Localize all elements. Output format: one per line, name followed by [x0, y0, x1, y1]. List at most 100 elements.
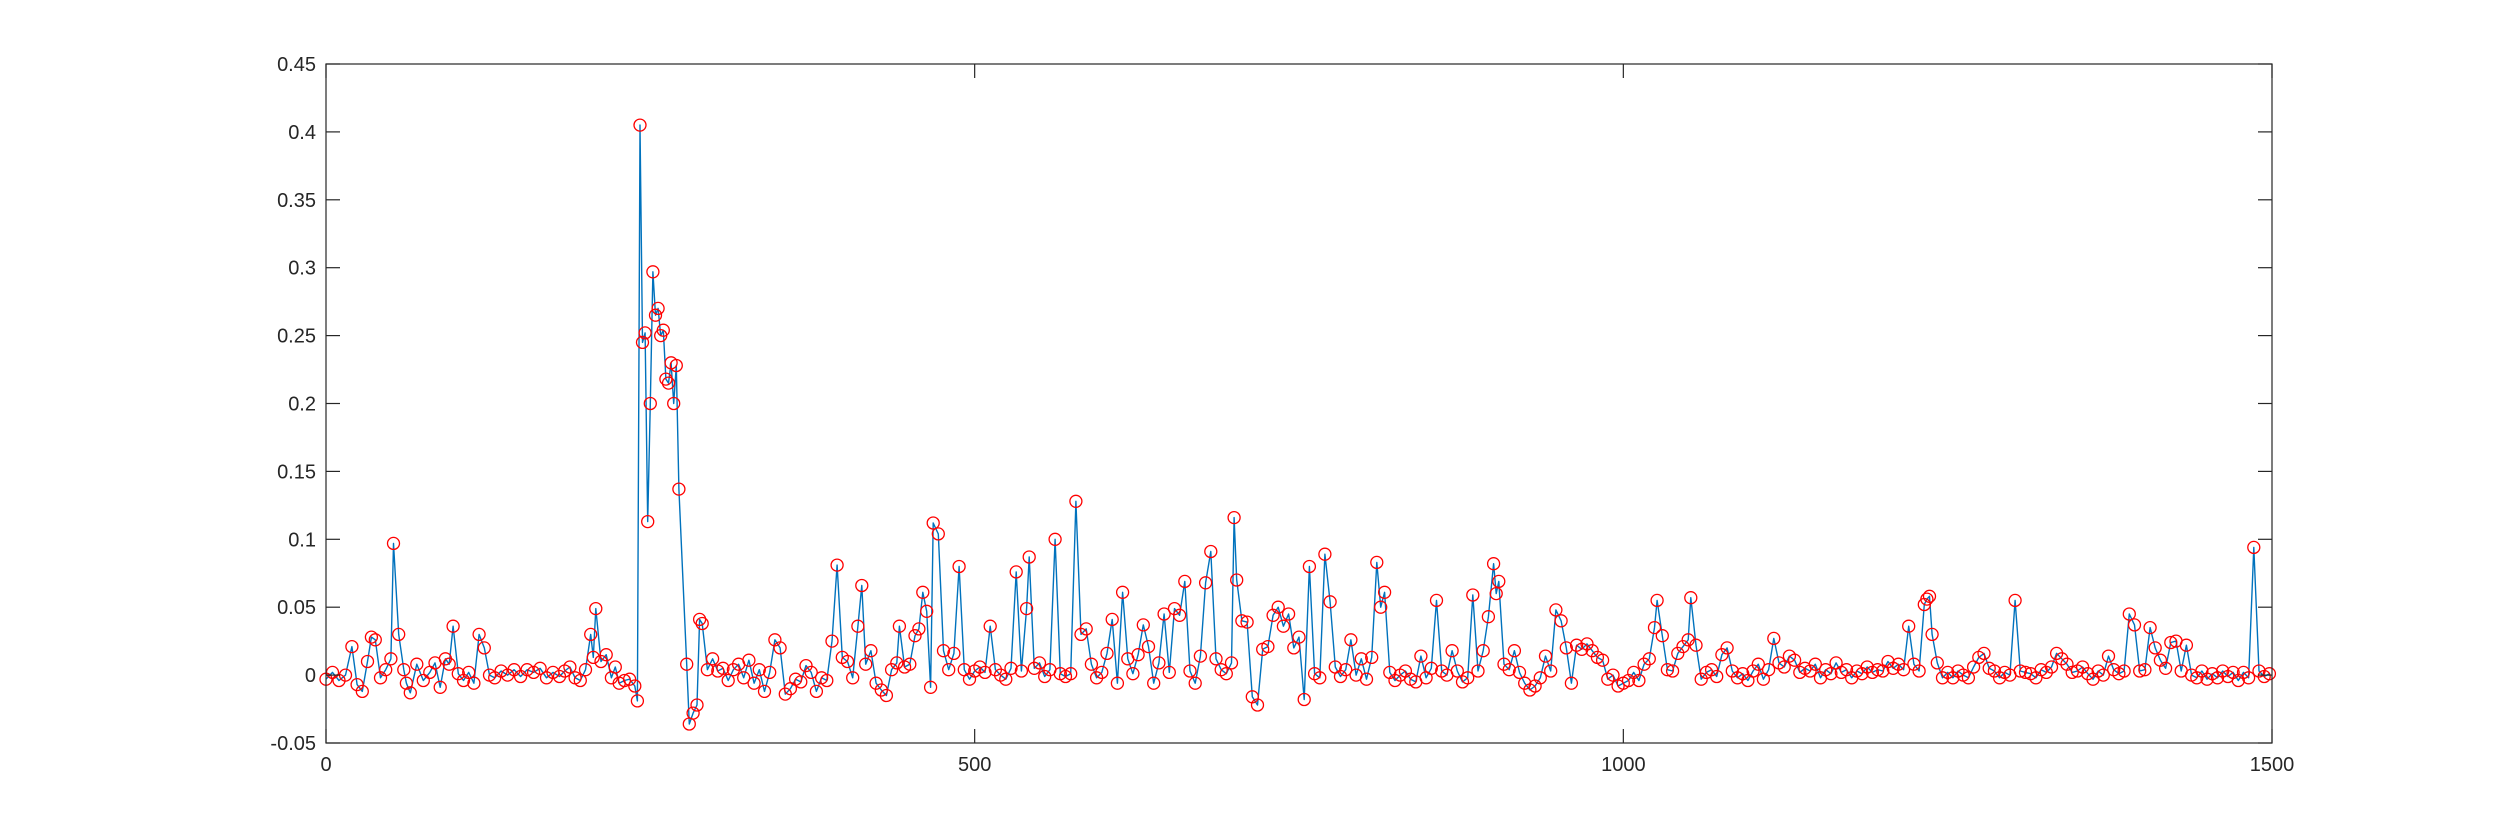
- data-point-marker: [1761, 663, 1776, 677]
- data-point-marker: [442, 657, 456, 671]
- data-point-marker: [1105, 612, 1119, 627]
- data-point-marker: [628, 679, 642, 693]
- data-point-marker: [651, 301, 665, 316]
- data-point-marker: [2013, 664, 2027, 678]
- data-point-marker: [1808, 657, 1822, 671]
- data-point-marker: [622, 672, 637, 686]
- data-point-marker: [1507, 644, 1522, 658]
- data-point-marker: [695, 616, 709, 631]
- data-point-marker: [1084, 657, 1099, 671]
- data-point-marker: [416, 673, 430, 688]
- data-point-marker: [1227, 510, 1241, 525]
- data-point-marker: [892, 619, 907, 633]
- y-tick-label: 0.25: [277, 326, 316, 348]
- data-point-marker: [1585, 644, 1599, 658]
- data-point-marker: [1870, 663, 1885, 677]
- data-point-marker: [2179, 638, 2194, 652]
- data-point-marker: [669, 358, 683, 373]
- data-point-marker: [2044, 660, 2059, 674]
- y-tick-label: 0.4: [288, 122, 316, 144]
- y-tick-label: 0.05: [277, 597, 316, 619]
- data-point-marker: [2117, 664, 2131, 678]
- x-tick-label: 1000: [1601, 754, 1646, 776]
- data-point-marker: [2262, 667, 2277, 681]
- data-point-marker: [1777, 660, 1791, 674]
- data-point-marker: [1710, 669, 1724, 684]
- data-point-marker: [584, 627, 598, 642]
- data-point-marker: [1650, 593, 1664, 608]
- data-point-marker: [1302, 559, 1317, 574]
- data-point-marker: [1281, 607, 1296, 621]
- data-point-marker: [1720, 641, 1734, 655]
- data-point-marker: [2065, 665, 2079, 680]
- data-point-marker: [2008, 593, 2022, 608]
- data-point-marker: [1538, 649, 1553, 663]
- data-point-marker: [936, 644, 951, 658]
- data-point-marker: [1471, 664, 1485, 678]
- data-point-marker: [1554, 614, 1568, 628]
- data-point-marker: [855, 578, 869, 593]
- data-point-marker: [1276, 619, 1291, 633]
- data-point-marker: [1354, 652, 1368, 666]
- data-point-marker: [2164, 635, 2178, 650]
- data-point-marker: [1204, 544, 1218, 559]
- data-point-marker: [859, 657, 873, 671]
- data-point-marker: [563, 660, 577, 674]
- data-point-marker: [1261, 639, 1275, 654]
- data-point-marker: [1961, 671, 1976, 685]
- data-point-marker: [1172, 608, 1187, 622]
- data-point-marker: [386, 536, 401, 551]
- data-point-marker: [692, 612, 707, 627]
- data-point-marker: [467, 676, 481, 690]
- data-point-marker: [1339, 663, 1353, 677]
- data-point-marker: [2018, 665, 2033, 680]
- data-point-marker: [680, 657, 694, 671]
- data-point-marker: [1930, 656, 1944, 670]
- data-point-marker: [635, 335, 650, 350]
- data-point-marker: [1014, 664, 1029, 678]
- data-point-marker: [1069, 494, 1083, 508]
- data-point-marker: [721, 673, 735, 688]
- data-point-marker: [2190, 671, 2204, 685]
- data-point-marker: [1689, 638, 1703, 652]
- data-point-marker: [526, 665, 541, 680]
- data-point-marker: [1032, 656, 1047, 670]
- data-point-marker: [364, 630, 379, 644]
- data-point-marker: [1095, 665, 1109, 680]
- data-point-marker: [1632, 673, 1646, 688]
- series-line: [325, 124, 2270, 725]
- data-point-marker: [2241, 671, 2256, 685]
- data-point-marker: [1824, 667, 1838, 681]
- data-point-marker: [952, 559, 966, 574]
- data-point-marker: [1377, 585, 1392, 599]
- data-point-marker: [1549, 603, 1563, 617]
- data-point-marker: [1481, 610, 1496, 624]
- data-point-marker: [472, 627, 486, 642]
- data-point-marker: [1100, 646, 1114, 661]
- data-point-marker: [2096, 668, 2110, 682]
- data-point-marker: [433, 680, 447, 694]
- data-point-marker: [1414, 649, 1428, 663]
- data-point-marker: [1131, 648, 1145, 662]
- data-point-marker: [1152, 656, 1166, 670]
- data-point-marker: [1492, 574, 1506, 589]
- series-layer: [325, 124, 2270, 725]
- data-point-marker: [1297, 692, 1311, 707]
- data-point-marker: [1209, 652, 1223, 666]
- data-point-marker: [578, 663, 593, 677]
- data-point-marker: [1141, 639, 1156, 654]
- data-point-marker: [589, 601, 603, 616]
- data-point-marker: [763, 665, 777, 680]
- data-point-marker: [1920, 592, 1934, 606]
- data-point-marker: [884, 663, 899, 677]
- data-point-marker: [999, 672, 1013, 686]
- data-point-marker: [1359, 672, 1374, 686]
- data-point-marker: [1736, 667, 1750, 681]
- data-point-marker: [1676, 639, 1690, 654]
- data-point-marker: [638, 326, 652, 340]
- data-point-marker: [923, 680, 938, 694]
- data-point-marker: [1533, 671, 1547, 685]
- x-tick-label: 500: [958, 754, 991, 776]
- data-point-marker: [2133, 664, 2147, 678]
